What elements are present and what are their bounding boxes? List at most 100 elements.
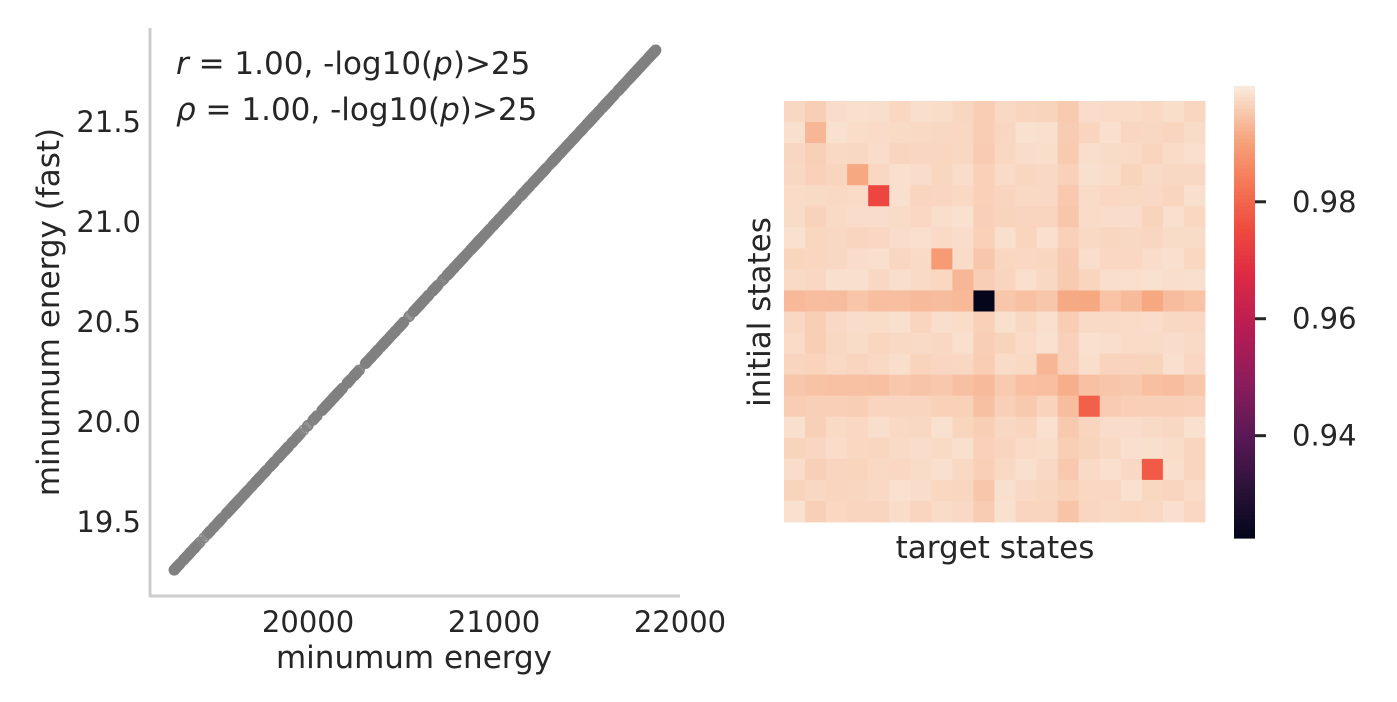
scatter-point — [341, 377, 354, 389]
heatmap-cell — [931, 311, 953, 333]
colorbar-segment — [1234, 278, 1255, 283]
colorbar-segment — [1234, 534, 1255, 539]
heatmap-cell — [931, 122, 953, 144]
heatmap-cell — [826, 332, 848, 354]
heatmap-cell — [1120, 290, 1143, 312]
heatmap-cell — [952, 416, 974, 439]
heatmap-cell — [868, 122, 890, 144]
colorbar-segment — [1234, 473, 1255, 479]
heatmap-cell — [1183, 332, 1206, 354]
heatmap-cell — [847, 269, 869, 291]
colorbar-segment — [1234, 402, 1255, 407]
heatmap-cell — [784, 332, 806, 354]
heatmap-cell — [994, 143, 1016, 165]
colorbar-segment — [1234, 406, 1255, 411]
spearman-symbol: ρ — [176, 92, 196, 128]
heatmap-cell — [952, 458, 974, 481]
colorbar-segment — [1234, 183, 1255, 189]
scatter-points — [168, 44, 662, 576]
heatmap-cell — [1141, 290, 1164, 312]
heatmap-cell — [889, 458, 911, 481]
heatmap-cell — [889, 500, 911, 523]
heatmap-cell — [784, 395, 806, 418]
heatmap-cell — [784, 458, 806, 481]
heatmap-cell — [1078, 311, 1101, 333]
heatmap-cell — [1036, 395, 1059, 418]
colorbar-segment — [1234, 455, 1255, 460]
heatmap-cell — [931, 164, 953, 186]
scatter-point — [234, 493, 246, 505]
heatmap-cell — [1078, 332, 1101, 354]
heatmap-cell — [910, 479, 932, 502]
colorbar-segment — [1234, 289, 1255, 294]
colorbar-segment — [1234, 221, 1255, 226]
heatmap-cell — [931, 227, 953, 249]
heatmap-cell — [1183, 437, 1206, 460]
colorbar-segment — [1234, 119, 1255, 125]
colorbar-segment — [1234, 187, 1255, 193]
heatmap-cell — [1015, 395, 1037, 418]
heatmap-cell — [868, 227, 890, 249]
heatmap-cell — [1036, 479, 1059, 502]
colorbar-segment — [1234, 285, 1255, 290]
heatmap-cell — [889, 290, 911, 312]
scatter-point — [267, 457, 279, 469]
heatmap-cell — [1015, 227, 1037, 249]
heatmap-cell — [1141, 122, 1164, 144]
scatter-point — [418, 294, 430, 306]
heatmap-cell — [805, 290, 827, 312]
colorbar-segment — [1234, 153, 1255, 159]
scatter-point — [298, 424, 310, 436]
colorbar-segment — [1234, 274, 1255, 279]
heatmap-cell — [1141, 353, 1164, 376]
colorbar-segment — [1234, 440, 1255, 445]
colorbar-segment — [1234, 214, 1255, 219]
heatmap-cell — [868, 395, 890, 418]
colorbar-segment — [1234, 327, 1255, 332]
heatmap-panel: target states initial states 0.940.960.9… — [742, 86, 1357, 566]
colorbar-segment — [1234, 176, 1255, 181]
heatmap-cell — [889, 353, 911, 376]
colorbar-segment — [1234, 368, 1255, 373]
colorbar-segment — [1234, 379, 1255, 385]
heatmap-cell — [889, 101, 911, 123]
scatter-x-axis-label: minumum energy — [276, 640, 552, 676]
heatmap-cell — [1099, 164, 1122, 186]
colorbar-gradient — [1234, 86, 1255, 539]
colorbar-segment — [1234, 127, 1255, 132]
heatmap-cell — [994, 374, 1016, 397]
heatmap-cell — [910, 290, 932, 312]
heatmap-cell — [1099, 458, 1122, 481]
heatmap-cell — [1099, 500, 1122, 523]
heatmap-cell — [994, 353, 1016, 376]
heatmap-cell — [1099, 122, 1122, 144]
heatmap-cell — [1162, 290, 1185, 312]
heatmap-cell — [1036, 101, 1059, 123]
heatmap-cell — [1015, 185, 1037, 207]
heatmap-cell — [931, 290, 953, 312]
heatmap-cell — [952, 164, 974, 186]
heatmap-y-axis-label: initial states — [742, 217, 778, 407]
colorbar-segment — [1234, 372, 1255, 377]
heatmap-cell — [784, 374, 806, 397]
heatmap-cell — [826, 101, 848, 123]
heatmap-cell — [973, 185, 995, 207]
colorbar: 0.94 0.96 0.98 — [1234, 86, 1357, 539]
heatmap-cell — [826, 416, 848, 439]
heatmap-cell — [847, 374, 869, 397]
colorbar-segment — [1234, 387, 1255, 392]
colorbar-segment — [1234, 123, 1255, 129]
heatmap-cell — [973, 248, 995, 270]
heatmap-cell — [826, 248, 848, 270]
heatmap-cell — [847, 437, 869, 460]
heatmap-cell — [973, 164, 995, 186]
heatmap-cell — [994, 269, 1016, 291]
colorbar-segment — [1234, 432, 1255, 437]
heatmap-cell — [889, 227, 911, 249]
colorbar-segment — [1234, 458, 1255, 464]
heatmap-cell — [889, 332, 911, 354]
heatmap-cell — [931, 143, 953, 165]
heatmap-cell — [1162, 479, 1185, 502]
pearson-suffix: )>25 — [453, 46, 531, 82]
heatmap-cell — [847, 143, 869, 165]
